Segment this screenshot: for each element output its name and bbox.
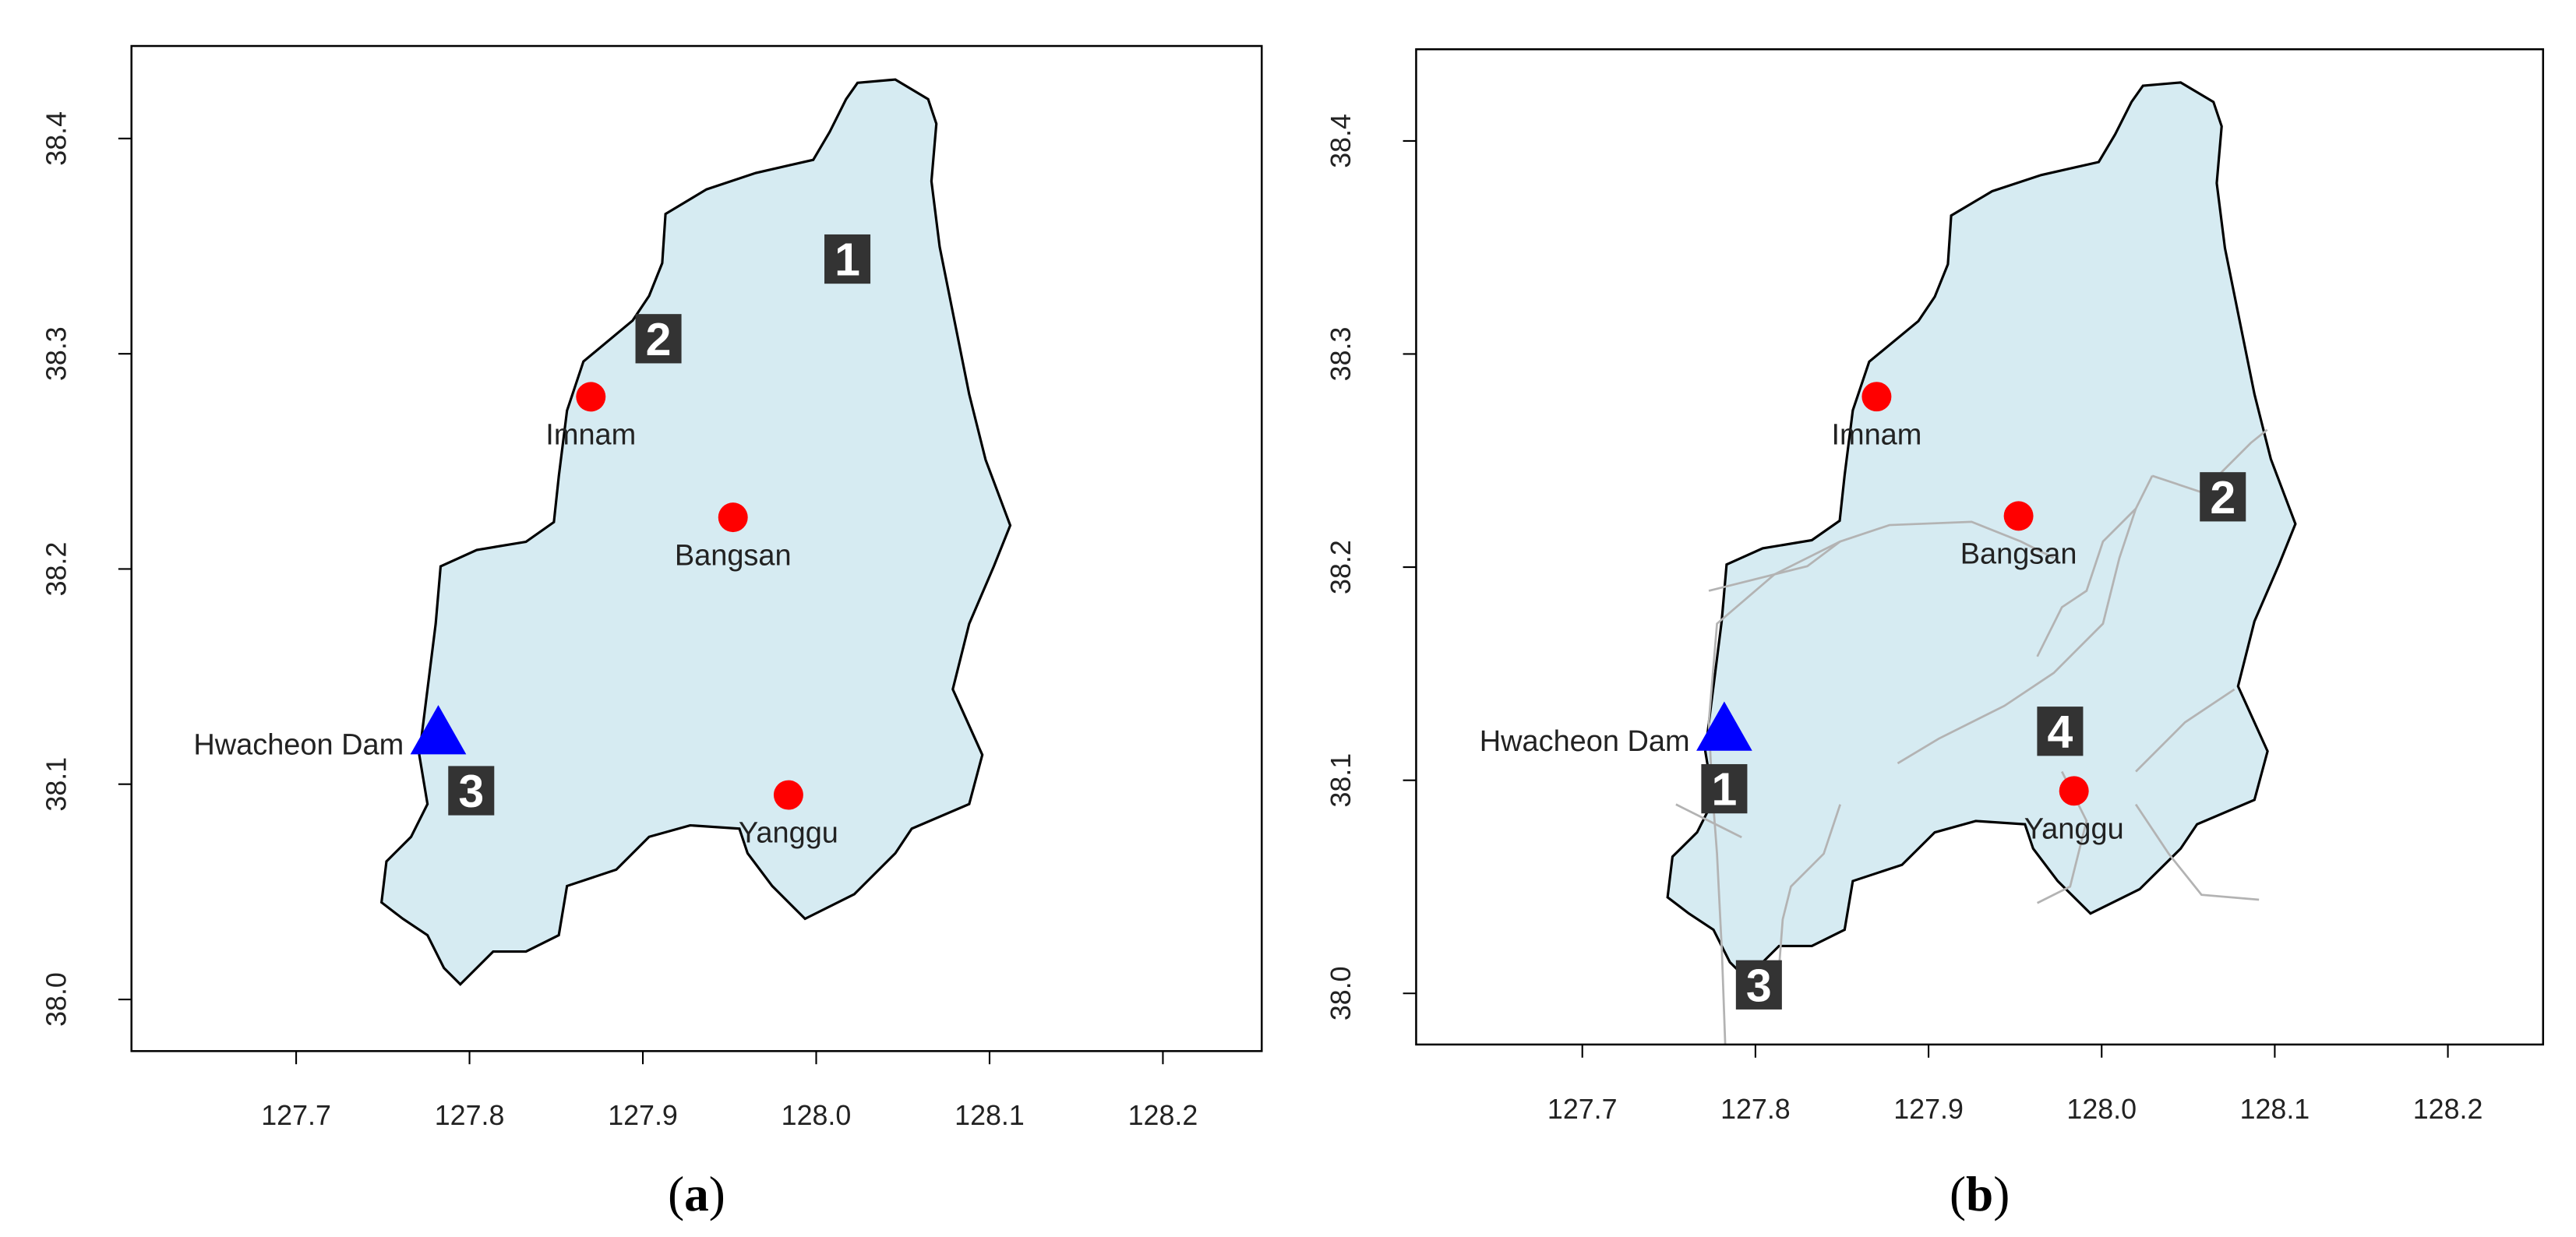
x-tick-label: 127.9 — [1893, 1094, 1964, 1125]
stream — [1777, 804, 1841, 985]
plot-frame — [1415, 48, 2545, 1046]
x-tick-label: 128.1 — [2240, 1094, 2310, 1125]
zone-label: 3 — [458, 766, 484, 817]
dam-label: Hwacheon Dam — [193, 728, 404, 761]
plot-frame — [130, 44, 1263, 1052]
zone-box — [635, 314, 682, 364]
station-label: Imnam — [1831, 418, 1921, 451]
zone-label: 2 — [646, 314, 672, 365]
caption-letter: a — [684, 1167, 709, 1221]
watershed — [379, 78, 1012, 986]
x-tick-label: 127.8 — [1720, 1094, 1791, 1125]
station — [576, 382, 606, 412]
zone-box — [824, 234, 871, 284]
panel-caption: (b) — [1950, 1167, 2010, 1221]
stream — [1675, 803, 1742, 839]
zone-box — [1701, 763, 1748, 814]
station-label: Imnam — [545, 419, 636, 452]
zone-label: 1 — [1711, 764, 1737, 816]
x-tick-label: 127.9 — [608, 1100, 678, 1131]
station-label: Bangsan — [675, 539, 792, 572]
zone-label: 4 — [2048, 707, 2073, 758]
stream — [1708, 541, 1841, 592]
x-tick-label: 127.7 — [1547, 1094, 1618, 1125]
stream — [2134, 803, 2260, 901]
y-tick-label: 38.4 — [41, 111, 72, 166]
zone-label: 2 — [2210, 472, 2235, 523]
x-tick-label: 128.1 — [955, 1100, 1025, 1131]
caption-close: ) — [709, 1167, 725, 1221]
station-label: Bangsan — [1960, 538, 2077, 571]
x-tick-label: 128.0 — [782, 1100, 852, 1131]
stream — [2151, 428, 2268, 494]
x-tick-label: 127.8 — [435, 1100, 505, 1131]
caption-close: ) — [1993, 1167, 2010, 1221]
dam-marker — [1696, 701, 1752, 751]
station — [773, 780, 803, 810]
station-label: Yanggu — [739, 817, 838, 850]
dam-marker — [410, 705, 467, 755]
stream — [1707, 520, 2055, 1045]
caption-open: ( — [1950, 1167, 1966, 1221]
x-tick-label: 128.2 — [2413, 1094, 2483, 1125]
zone-label: 1 — [835, 234, 860, 286]
station — [2003, 501, 2034, 531]
x-tick-label: 128.2 — [1128, 1100, 1198, 1131]
y-tick-label: 38.0 — [41, 972, 72, 1027]
y-tick-label: 38.3 — [1325, 327, 1357, 382]
station — [718, 502, 748, 533]
y-tick-label: 38.2 — [1325, 540, 1357, 594]
zone-label: 3 — [1746, 960, 1772, 1011]
panel-caption: (a) — [668, 1167, 725, 1221]
y-tick-label: 38.2 — [41, 542, 72, 597]
y-tick-label: 38.0 — [1325, 966, 1357, 1020]
zone-box — [2200, 472, 2246, 522]
caption-open: ( — [668, 1167, 684, 1221]
map-panel: 127.7 127.8 127.9 128.0 128.1 128.2 38.0 38.1 38… — [41, 44, 1263, 1221]
dam-label: Hwacheon Dam — [1480, 725, 1690, 758]
stream — [2036, 508, 2137, 657]
x-tick-label: 127.7 — [261, 1100, 331, 1131]
y-tick-label: 38.3 — [41, 326, 72, 381]
y-tick-label: 38.4 — [1325, 114, 1357, 168]
zone-box — [2037, 707, 2084, 756]
y-tick-label: 38.1 — [1325, 753, 1357, 808]
caption-letter: b — [1966, 1167, 1993, 1221]
stream — [2135, 688, 2235, 773]
y-tick-label: 38.1 — [41, 757, 72, 812]
zone-box — [1735, 960, 1782, 1010]
station — [1861, 382, 1892, 412]
station — [2059, 776, 2089, 806]
watershed — [1666, 81, 2297, 981]
stream — [1897, 475, 2154, 765]
station-label: Yanggu — [2024, 812, 2124, 845]
x-tick-label: 128.0 — [2066, 1094, 2137, 1125]
zone-box — [448, 766, 495, 816]
map-panel: 127.7 127.8 127.9 128.0 128.1 128.2 38.0 38.1 38… — [1325, 48, 2545, 1221]
